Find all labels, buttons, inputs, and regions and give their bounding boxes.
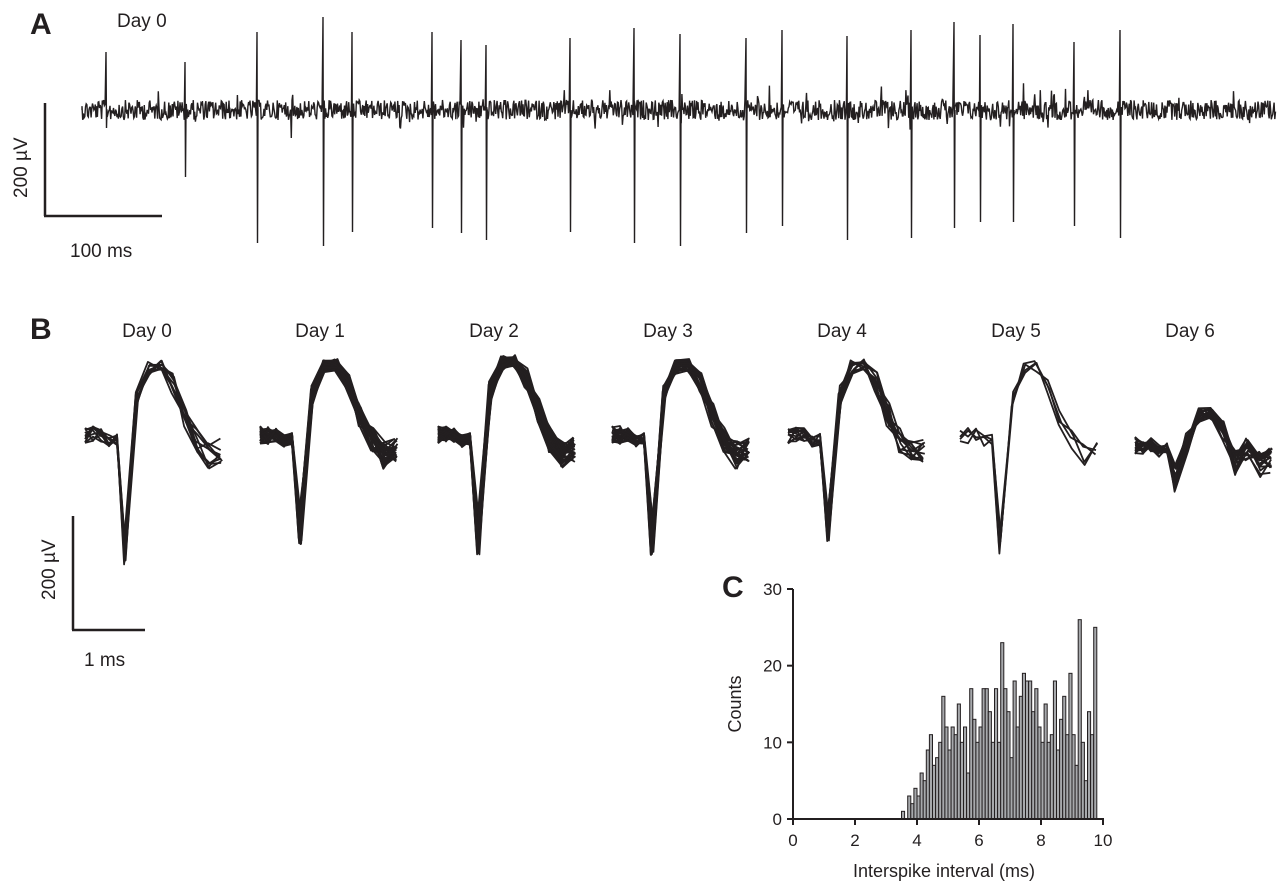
histogram-bar	[901, 810, 906, 820]
waveform-day-1	[259, 366, 399, 536]
waveform-day-0	[84, 368, 222, 566]
waveform-day-5	[959, 362, 1098, 545]
day-label-4: Day 4	[817, 321, 867, 342]
panel-letter-c: C	[722, 571, 744, 604]
day-label-0: Day 0	[122, 321, 172, 342]
x-tick-label: 6	[974, 831, 983, 850]
panel-a: A Day 0 200 µV 100 ms	[11, 8, 1277, 262]
waveform-day-2	[437, 363, 576, 536]
y-tick-label: 10	[763, 733, 782, 752]
waveform-day-1	[259, 359, 397, 523]
waveform-day-5	[959, 363, 1099, 543]
waveform-day-1	[259, 368, 397, 542]
waveform-day-2	[437, 364, 574, 556]
panel-a-scale-y-label: 200 µV	[11, 137, 32, 198]
waveform-day-3	[611, 368, 750, 556]
waveform-day-0	[84, 359, 222, 560]
y-tick-label: 0	[773, 810, 782, 829]
waveform-day-4	[787, 360, 923, 531]
waveform-day-1	[259, 365, 399, 534]
waveform-day-4	[787, 367, 924, 542]
waveform-day-5	[959, 362, 1097, 555]
day-label-1: Day 1	[295, 321, 345, 342]
x-ticks: 0 2 4 6 8 10	[788, 819, 1112, 850]
waveform-day-0	[84, 367, 222, 555]
waveform-day-4	[787, 358, 924, 520]
panel-a-scale-x-label: 100 ms	[70, 241, 132, 262]
panel-letter-b: B	[30, 313, 52, 346]
y-axis-title: Counts	[725, 675, 745, 732]
day-label-2: Day 2	[469, 321, 519, 342]
x-tick-label: 2	[850, 831, 859, 850]
x-tick-label: 0	[788, 831, 797, 850]
day-label-6: Day 6	[1165, 321, 1215, 342]
waveform-day-5	[959, 360, 1097, 537]
waveform-day-3	[611, 360, 749, 550]
waveform-day-4	[787, 359, 924, 542]
y-tick-label: 30	[763, 580, 782, 599]
day-label-5: Day 5	[991, 321, 1041, 342]
waveform-day-2	[437, 360, 576, 554]
raw-voltage-trace	[81, 16, 1277, 247]
waveform-day-2	[437, 354, 574, 556]
waveform-day-4	[788, 360, 924, 520]
x-tick-label: 4	[912, 831, 921, 850]
x-tick-label: 8	[1036, 831, 1045, 850]
panel-b-scale-y-label: 200 µV	[39, 539, 60, 600]
histogram-bar	[1093, 626, 1098, 820]
y-ticks: 0 10 20 30	[763, 580, 793, 829]
histogram-bars	[901, 619, 1098, 820]
spike-waveforms	[84, 354, 1273, 566]
waveform-day-3	[611, 369, 749, 552]
waveform-day-1	[259, 363, 396, 545]
waveform-day-6	[1134, 407, 1271, 489]
x-tick-label: 10	[1094, 831, 1113, 850]
day-label-3: Day 3	[643, 321, 693, 342]
waveform-day-3	[611, 362, 748, 555]
x-axis-title: Interspike interval (ms)	[853, 861, 1035, 881]
panel-a-day-label: Day 0	[117, 11, 167, 32]
panel-b-scale-x-label: 1 ms	[84, 650, 125, 671]
panel-c: C 0 10 20 30 0 2 4 6 8 10 Counts Interspike inte…	[722, 571, 1112, 881]
panel-b: B Day 0 Day 1 Day 2 Day 3 Day 4 Day 5 Da…	[30, 313, 1273, 671]
waveform-day-0	[84, 367, 221, 562]
waveform-day-0	[84, 363, 222, 563]
waveform-day-0	[84, 366, 221, 562]
waveform-day-3	[611, 364, 750, 542]
y-tick-label: 20	[763, 657, 782, 676]
panel-letter-a: A	[30, 8, 52, 41]
voltage-trace-line	[81, 16, 1277, 247]
